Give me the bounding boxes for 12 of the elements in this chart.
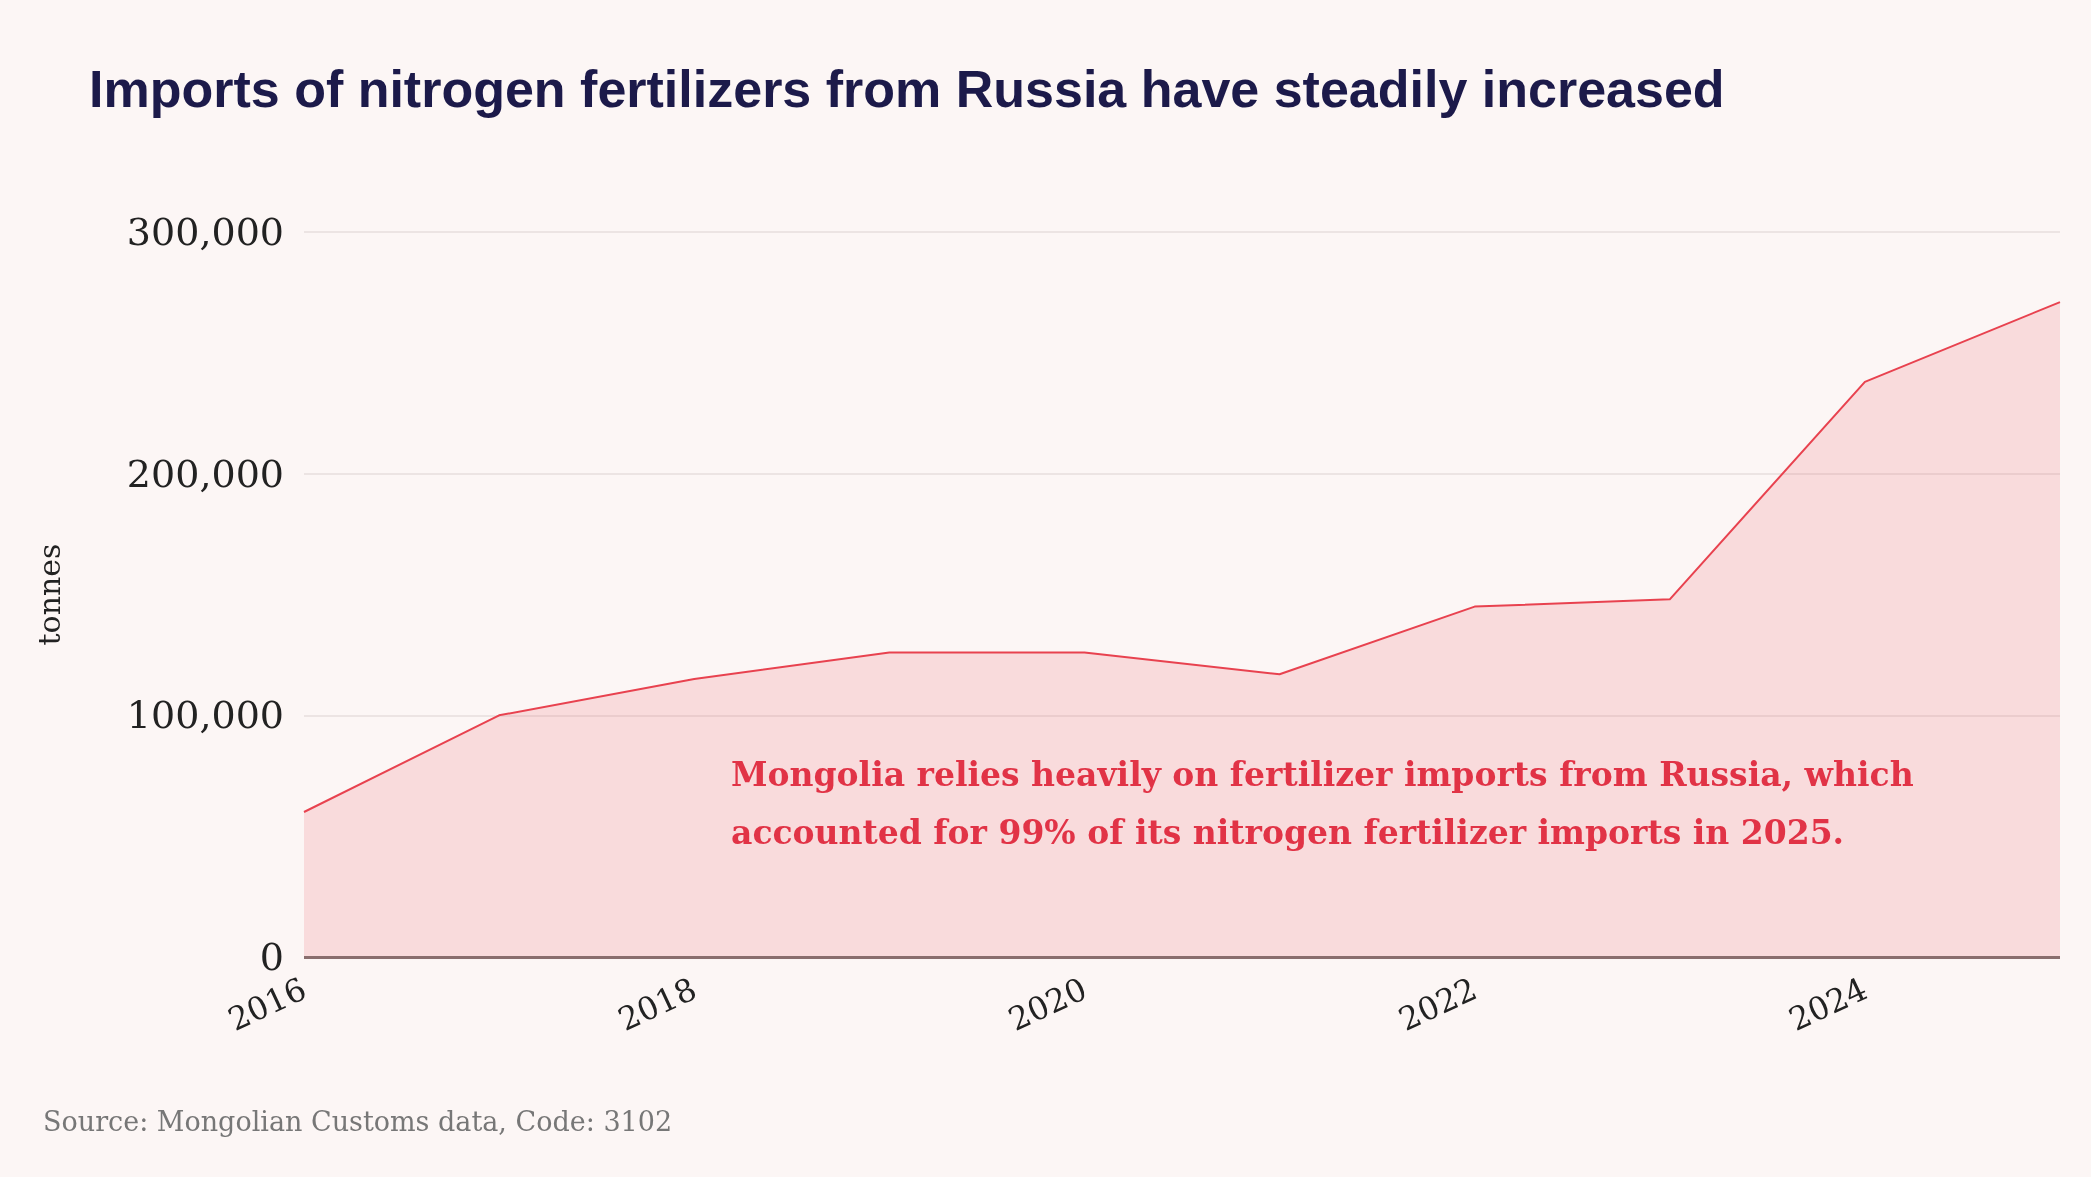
y-tick-label: 200,000 [126,451,284,496]
y-tick-label: 300,000 [126,210,284,254]
y-tick-label: 0 [259,935,284,979]
x-tick-label: 2024 [1783,969,1873,1039]
x-tick-label: 2018 [612,969,703,1039]
x-tick-label: 2022 [1392,969,1483,1039]
y-tick-label: 100,000 [126,693,284,738]
y-axis-title: tonnes [31,543,67,646]
annotation: Mongolia relies heavily on fertilizer imports from Russia, which accounted for 99% of its nitrogen fertilizer imports in 2025. [731,754,1926,852]
source-note: Source: Mongolian Customs data, Code: 3102 [43,1106,673,1137]
x-tick-label: 2020 [1002,969,1093,1039]
chart-title: Imports of nitrogen fertilizers from Russia have steadily increased [89,60,1725,118]
